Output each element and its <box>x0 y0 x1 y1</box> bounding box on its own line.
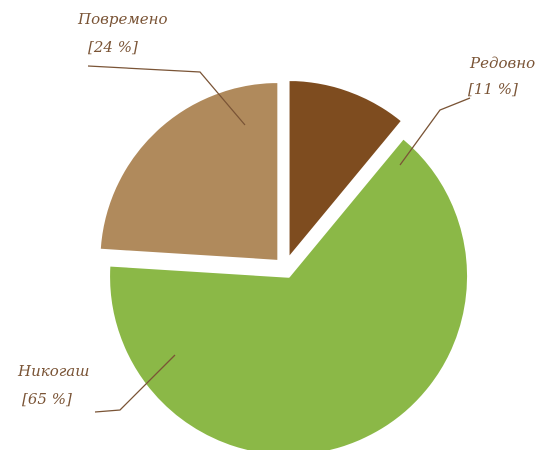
pie-slice <box>286 78 405 262</box>
labels: Редовно [11 %] Никогаш [65 %] Повремено [24 %… <box>17 10 535 408</box>
slice-label: Редовно <box>469 54 535 72</box>
leader-lines <box>87 65 471 413</box>
slice-value-label: [11 %] <box>468 80 518 98</box>
slice-value-label: [24 %] <box>88 38 138 56</box>
pie-slice <box>97 79 281 263</box>
pie-slice <box>107 136 471 450</box>
leader-line <box>94 354 176 413</box>
leader-line <box>87 65 246 126</box>
leader-line <box>399 97 471 166</box>
slice-label: Повремено <box>77 10 168 28</box>
slice-value-label: [65 %] <box>22 390 72 408</box>
slice-label: Никогаш <box>17 362 89 380</box>
slices <box>97 78 471 450</box>
